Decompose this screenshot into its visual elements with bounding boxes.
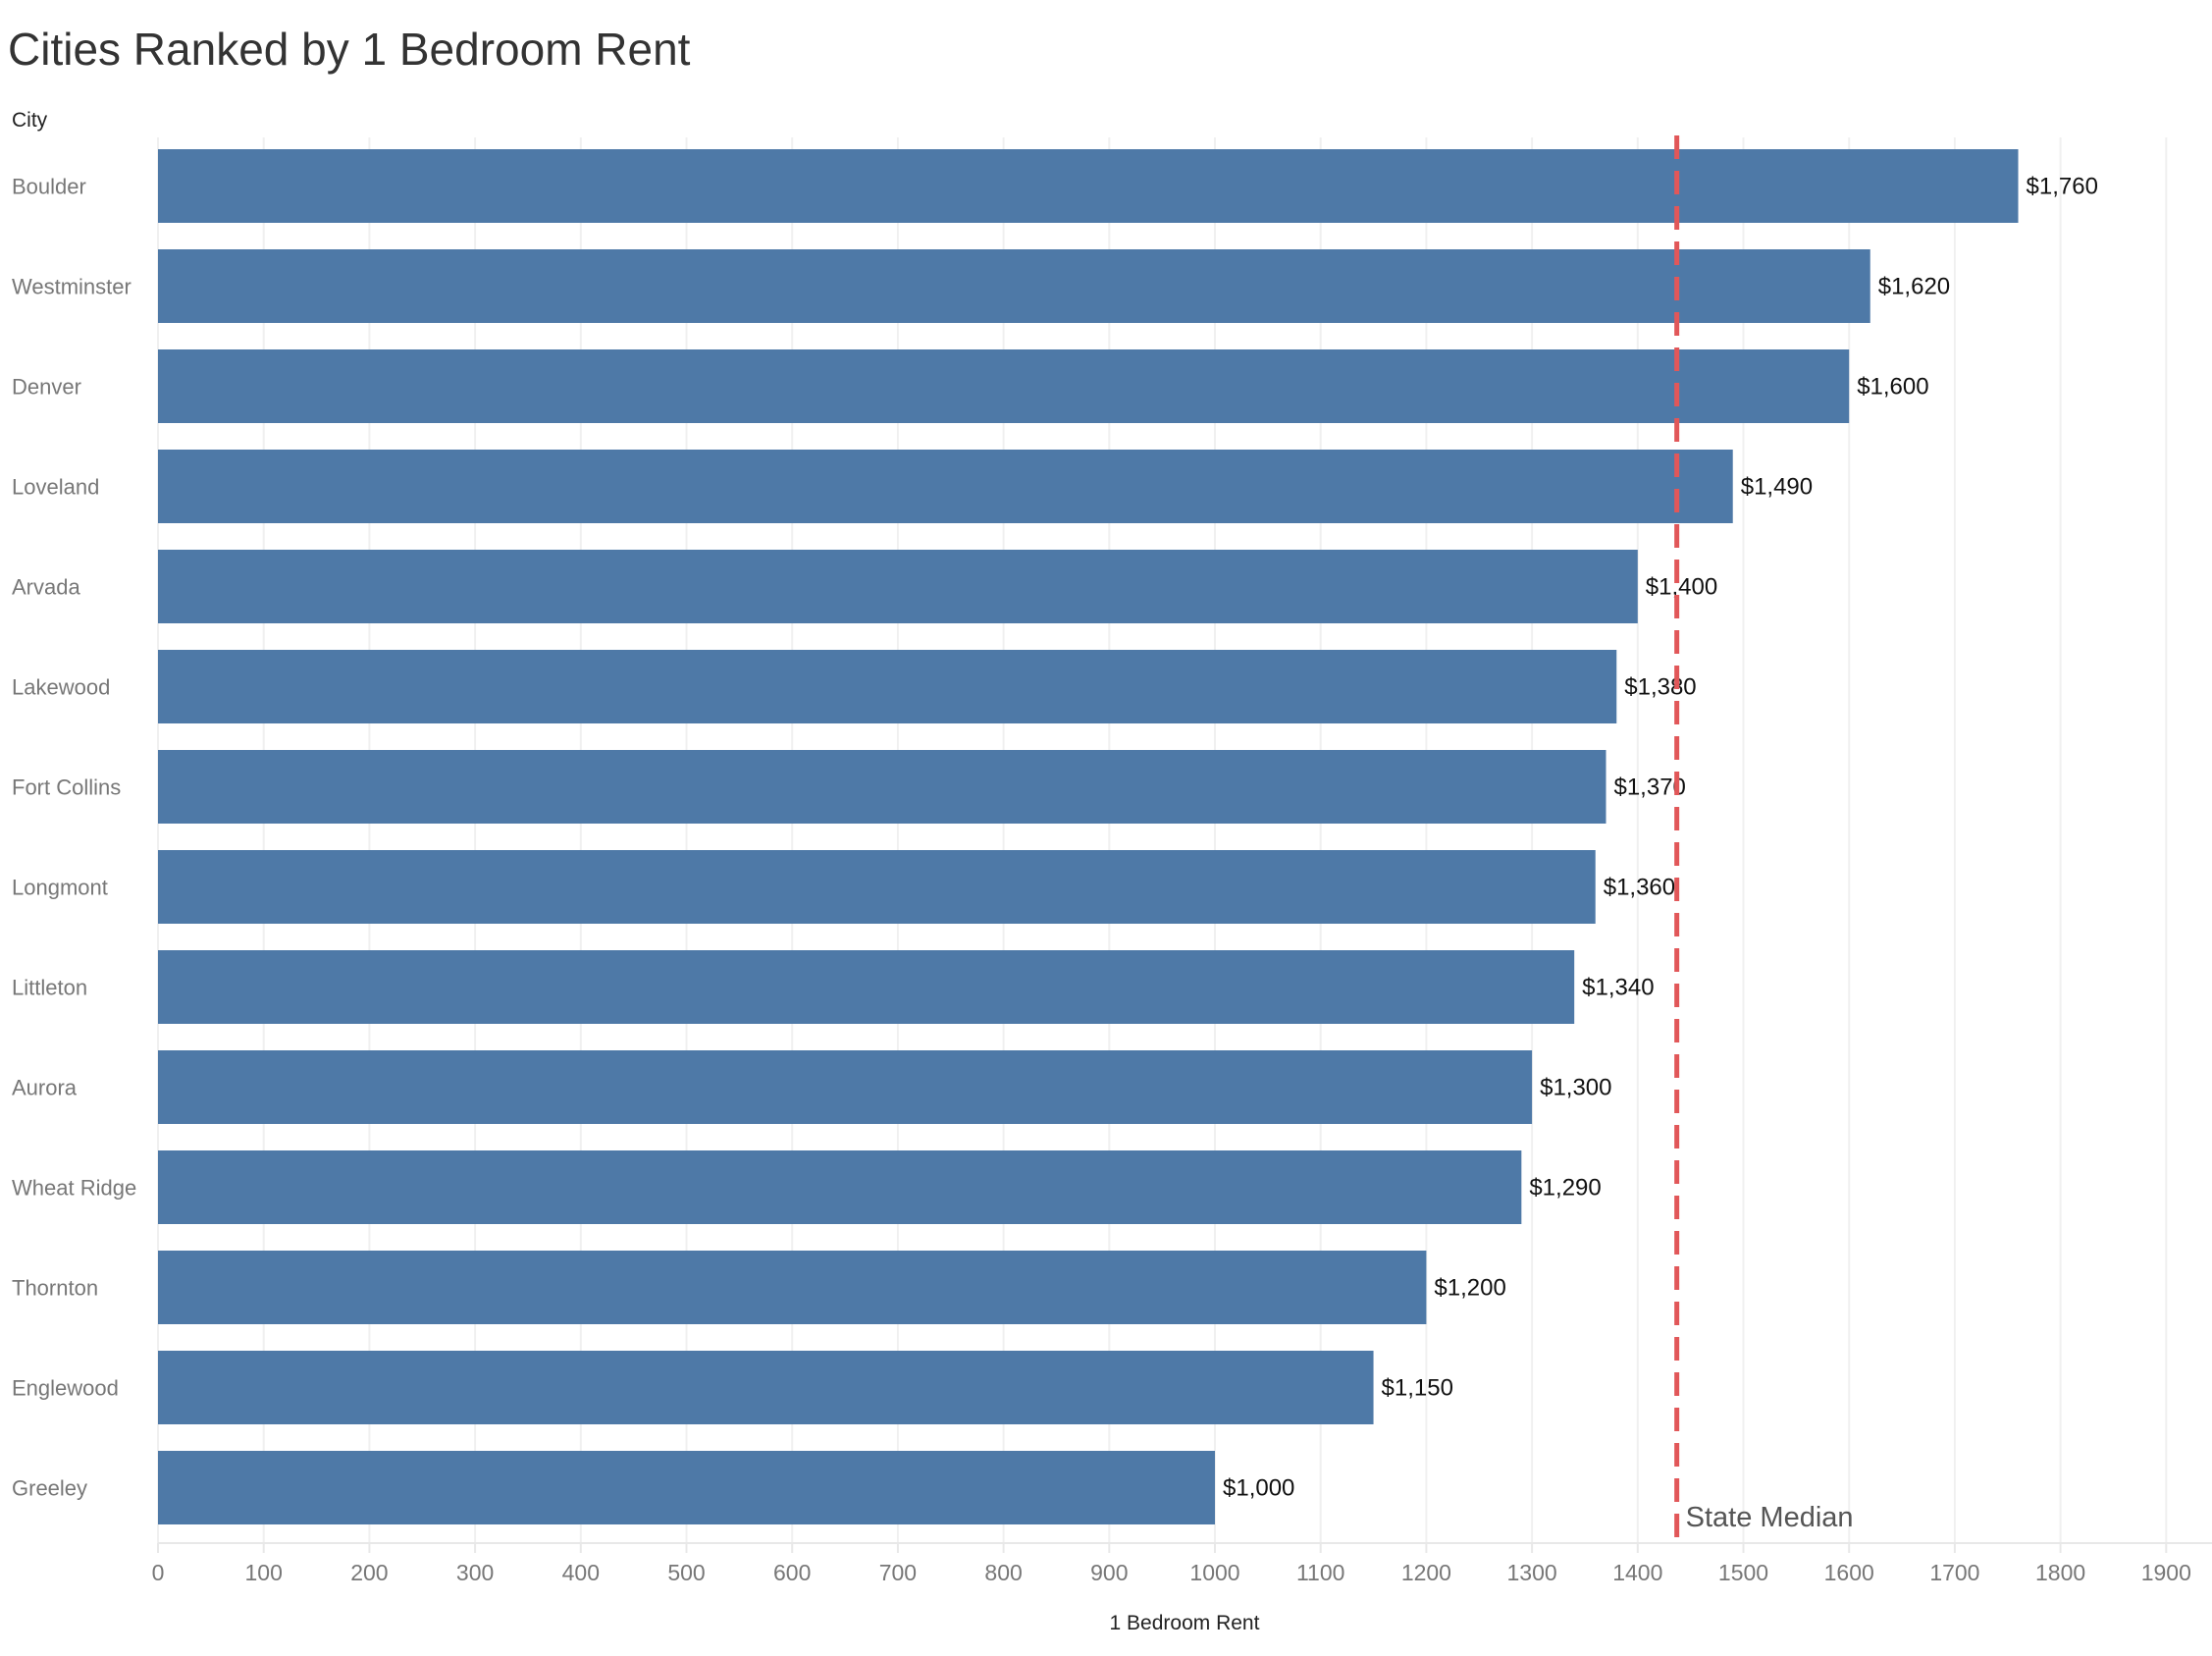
data-labels: $1,760 $1,620 $1,600 $1,490 $1,400 $1,380 $1,3… [1223,174,2098,1502]
bar [158,1451,1215,1524]
y-tick-label: Denver [12,375,81,400]
x-tick-label: 1500 [1718,1560,1768,1585]
y-tick-label: Westminster [12,275,132,299]
reference-line-label: State Median [1686,1502,1854,1533]
data-label: $1,370 [1613,775,1685,801]
x-tick-label: 100 [245,1560,283,1585]
data-label: $1,000 [1223,1475,1294,1502]
x-tick-label: 1400 [1612,1560,1662,1585]
bar [158,349,1850,423]
bar [158,950,1575,1024]
data-label: $1,150 [1382,1375,1453,1402]
bar [158,850,1596,924]
x-tick-label: 0 [152,1560,165,1585]
data-label: $1,200 [1434,1275,1505,1302]
x-tick-label: 300 [456,1560,494,1585]
bar [158,550,1638,623]
gridlines [157,137,2168,1543]
x-axis-title: 1 Bedroom Rent [1110,1612,1260,1634]
x-tick-label: 400 [562,1560,600,1585]
x-tick-label: 700 [879,1560,917,1585]
y-tick-label: Longmont [12,876,108,900]
data-label: $1,400 [1646,574,1717,601]
bar [158,1150,1522,1224]
y-tick-label: Aurora [12,1076,78,1100]
data-label: $1,620 [1878,274,1950,300]
y-axis-labels: Boulder Westminster Denver Loveland Arvada La… [12,175,136,1501]
y-tick-label: Thornton [12,1276,98,1301]
bar [158,1351,1374,1424]
x-tick-label: 800 [984,1560,1022,1585]
x-tick-label: 1200 [1401,1560,1451,1585]
y-tick-label: Englewood [12,1376,119,1401]
y-tick-label: Littleton [12,976,87,1000]
data-label: $1,380 [1624,674,1696,701]
data-label: $1,760 [2027,174,2098,200]
bar [158,1050,1533,1124]
y-tick-label: Fort Collins [12,775,121,800]
bar [158,249,1870,323]
y-axis-title: City [12,109,48,132]
x-tick-label: 200 [350,1560,388,1585]
data-label: $1,360 [1604,875,1675,901]
x-tick-label: 1000 [1189,1560,1239,1585]
x-tick-label: 1800 [2035,1560,2085,1585]
data-label: $1,600 [1857,374,1928,401]
y-tick-label: Arvada [12,575,80,600]
x-axis-ticks: 0 100 200 300 400 500 600 700 800 900 1000 1100 1200… [152,1543,2191,1585]
x-tick-label: 1700 [1929,1560,1979,1585]
y-tick-label: Greeley [12,1476,87,1501]
x-tick-label: 1900 [2141,1560,2191,1585]
bar [158,450,1733,523]
x-tick-label: 1100 [1296,1560,1344,1585]
bar [158,650,1617,723]
y-tick-label: Wheat Ridge [12,1176,136,1201]
y-tick-label: Loveland [12,475,99,500]
x-tick-label: 600 [773,1560,811,1585]
x-tick-label: 500 [667,1560,705,1585]
x-tick-label: 900 [1090,1560,1128,1585]
data-label: $1,300 [1540,1075,1611,1101]
data-label: $1,340 [1582,975,1654,1001]
data-label: $1,490 [1741,474,1813,501]
chart-title: Cities Ranked by 1 Bedroom Rent [8,24,691,75]
reference-line-group: State Median [1674,135,1854,1539]
x-tick-label: 1300 [1507,1560,1557,1585]
bar [158,149,2019,223]
y-tick-label: Lakewood [12,675,110,700]
data-label: $1,290 [1529,1175,1601,1202]
x-tick-label: 1600 [1824,1560,1874,1585]
bar [158,1251,1427,1324]
y-tick-label: Boulder [12,175,86,199]
bars [158,149,2019,1524]
bar [158,750,1606,824]
